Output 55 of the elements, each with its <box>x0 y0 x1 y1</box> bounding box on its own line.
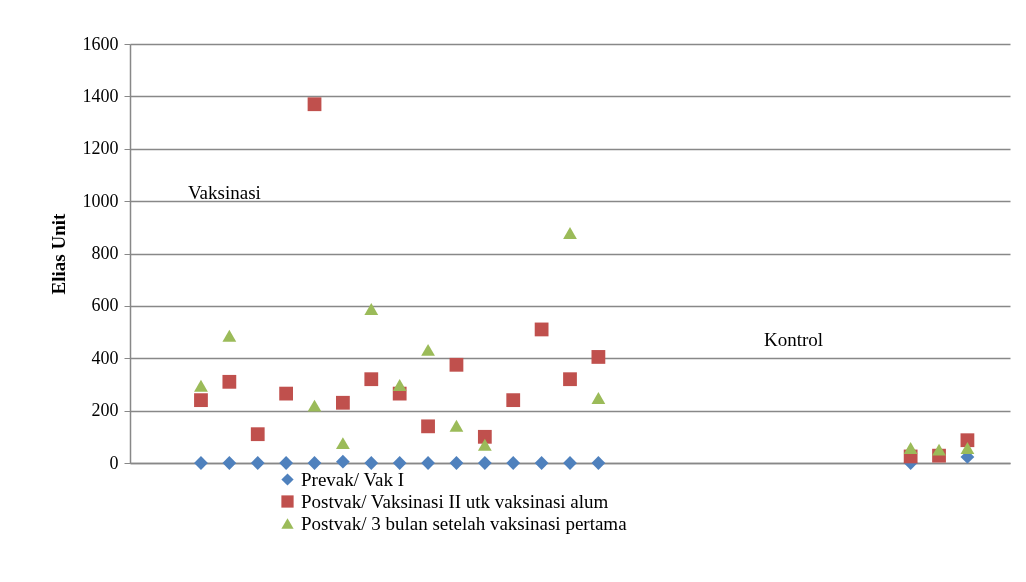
point <box>336 395 350 410</box>
point <box>336 437 350 450</box>
legend-label: Postvak/ Vaksinasi II utk vaksinasi alum <box>301 490 609 512</box>
point <box>250 427 265 442</box>
point <box>932 443 946 456</box>
point <box>421 343 435 356</box>
legend-label: Prevak/ Vak I <box>301 468 405 490</box>
point <box>307 456 322 470</box>
point <box>194 393 208 408</box>
y-tick-label: 200 <box>91 400 119 421</box>
annotation: Kontrol <box>764 329 824 350</box>
y-axis-title: Elias Unit <box>47 212 69 295</box>
point <box>534 456 549 470</box>
point <box>421 419 435 434</box>
annotation: Vaksinasi <box>188 182 261 203</box>
point <box>222 374 237 389</box>
point <box>222 329 237 342</box>
point <box>903 442 918 455</box>
point <box>534 322 549 337</box>
point <box>506 456 521 470</box>
point <box>364 456 379 470</box>
point <box>392 378 407 391</box>
y-tick-label: 0 <box>109 452 119 473</box>
point <box>194 379 208 392</box>
point <box>279 386 294 401</box>
point <box>364 303 379 315</box>
point <box>307 97 322 112</box>
y-tick-label: 1600 <box>82 33 119 54</box>
point <box>477 438 492 451</box>
point <box>449 419 464 432</box>
legend-label: Postvak/ 3 bulan setelah vaksinasi pertama <box>301 512 628 534</box>
y-tick-label: 1000 <box>82 190 119 211</box>
point <box>591 350 606 364</box>
point <box>960 442 975 455</box>
y-tick-label: 1200 <box>82 138 119 159</box>
point <box>364 372 379 387</box>
point <box>563 372 577 387</box>
y-tick-label: 1400 <box>82 85 119 106</box>
y-tick-label: 400 <box>91 347 119 368</box>
point <box>307 399 322 412</box>
point <box>250 456 265 470</box>
point <box>477 456 492 470</box>
point <box>392 456 407 470</box>
y-tick-label: 600 <box>91 295 119 316</box>
point <box>449 456 464 470</box>
point <box>591 456 606 470</box>
point <box>506 393 521 408</box>
point <box>222 456 237 470</box>
point <box>563 227 577 240</box>
point <box>336 454 350 469</box>
point <box>449 357 464 372</box>
point <box>591 392 606 405</box>
point <box>477 429 492 444</box>
y-tick-label: 800 <box>91 243 119 263</box>
point <box>279 456 294 470</box>
